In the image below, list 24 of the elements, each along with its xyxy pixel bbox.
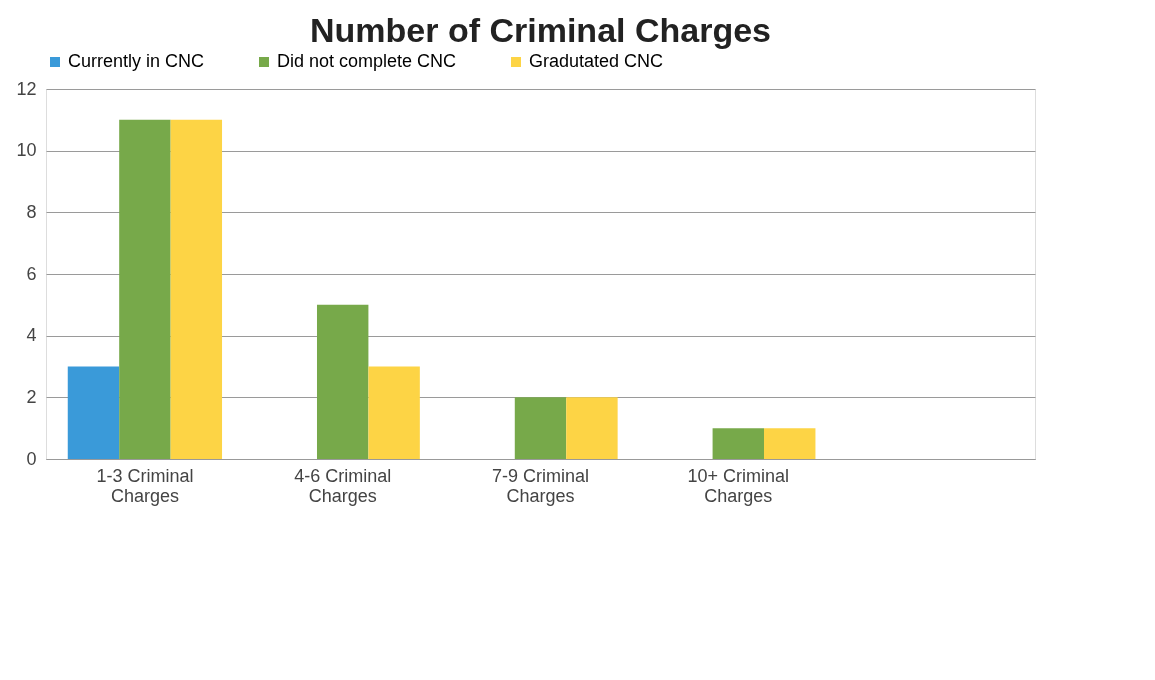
x-tick-label: 1-3 Criminal Charges — [96, 465, 194, 506]
legend-label: Did not complete CNC — [277, 51, 457, 71]
y-tick-label: 2 — [26, 386, 37, 407]
legend-label: Currently in CNC — [68, 51, 205, 71]
x-tick-label: 4-6 Criminal Charges — [294, 465, 392, 506]
y-tick-label: 4 — [26, 325, 37, 346]
bar — [67, 366, 120, 459]
bar — [514, 397, 567, 459]
bar — [368, 366, 420, 459]
legend-label: Gradutated CNC — [529, 51, 664, 71]
bar — [566, 397, 618, 459]
y-tick-label: 8 — [26, 201, 37, 222]
y-tick-label: 6 — [26, 263, 37, 284]
y-tick-label: 10 — [16, 140, 37, 161]
x-tick-label: 7-9 Criminal Charges — [491, 465, 590, 506]
bar — [119, 119, 171, 459]
x-tick-label: 10+ Criminal Charges — [687, 465, 790, 506]
y-tick-label: 0 — [26, 448, 37, 469]
chart-title: Number of Criminal Charges — [310, 11, 771, 49]
y-tick-label: 12 — [16, 78, 37, 99]
bar — [316, 304, 369, 459]
bar — [170, 119, 223, 459]
bar — [712, 428, 765, 459]
bar — [764, 428, 816, 459]
